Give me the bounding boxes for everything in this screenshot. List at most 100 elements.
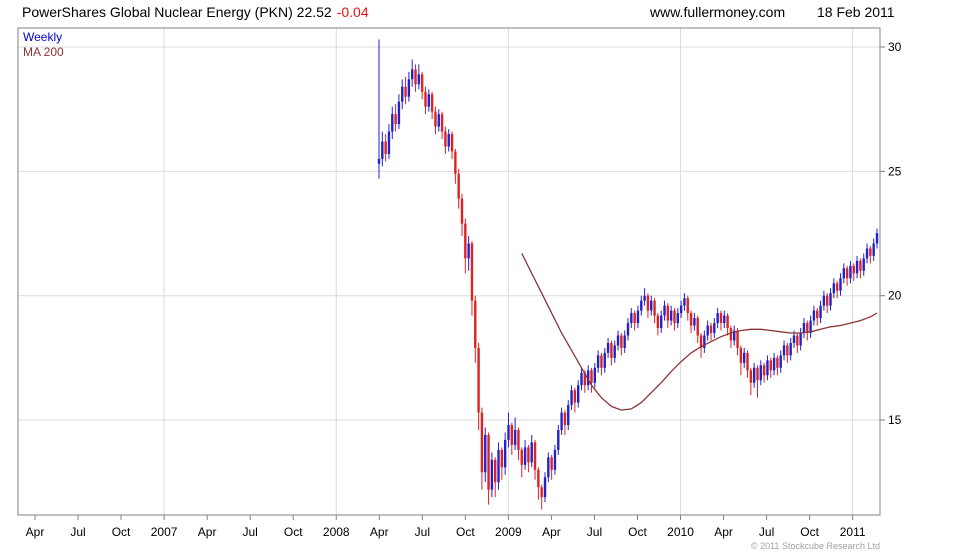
candle-body bbox=[527, 447, 530, 463]
ma-line bbox=[521, 253, 878, 411]
candle-body bbox=[610, 342, 613, 358]
candle-body bbox=[855, 260, 859, 274]
x-axis-label: Apr bbox=[370, 525, 389, 539]
candle-body bbox=[689, 313, 693, 326]
candle-body bbox=[643, 295, 646, 301]
candle-body bbox=[752, 367, 756, 383]
x-axis-label: Apr bbox=[198, 525, 217, 539]
candle-body bbox=[869, 248, 872, 256]
x-axis-label: 2008 bbox=[323, 525, 350, 539]
candle-body bbox=[490, 459, 494, 490]
candle-body bbox=[699, 335, 703, 348]
candle-body bbox=[460, 198, 464, 224]
instrument-title: PowerShares Global Nuclear Energy (PKN) … bbox=[22, 4, 369, 20]
candle-body bbox=[762, 365, 766, 376]
candle-body bbox=[746, 352, 749, 371]
x-axis-label: 2009 bbox=[495, 525, 522, 539]
candle-body bbox=[630, 313, 633, 324]
candle-body bbox=[507, 425, 510, 440]
candle-body bbox=[404, 86, 407, 97]
candle-body bbox=[806, 323, 809, 334]
candle-body bbox=[626, 323, 630, 336]
candle-body bbox=[543, 477, 547, 498]
candle-body bbox=[411, 69, 414, 80]
candle-body bbox=[865, 248, 869, 259]
candle-body bbox=[633, 313, 636, 324]
candle-body bbox=[842, 268, 845, 279]
candle-body bbox=[859, 260, 862, 271]
candle-body bbox=[434, 111, 437, 127]
candle-body bbox=[523, 447, 527, 465]
candle-body bbox=[792, 335, 796, 343]
candle-body bbox=[580, 372, 583, 386]
candle-body bbox=[766, 360, 769, 376]
candle-body bbox=[454, 151, 457, 174]
candle-body bbox=[653, 300, 656, 316]
candle-body bbox=[739, 347, 743, 363]
x-axis-label: Apr bbox=[26, 525, 45, 539]
price-change: -0.04 bbox=[336, 4, 369, 20]
candle-body bbox=[477, 347, 480, 413]
candle-body bbox=[816, 310, 819, 319]
candle-body bbox=[719, 313, 723, 324]
candle-body bbox=[733, 330, 736, 341]
x-axis-label: Oct bbox=[112, 525, 131, 539]
candle-body bbox=[437, 114, 440, 127]
candle-body bbox=[377, 158, 381, 164]
candle-body bbox=[537, 469, 540, 488]
candle-body bbox=[693, 318, 696, 326]
candle-body bbox=[663, 305, 666, 316]
candle-body bbox=[497, 449, 500, 483]
candle-body bbox=[500, 449, 504, 468]
candle-body bbox=[430, 94, 434, 112]
candle-body bbox=[480, 412, 484, 473]
candle-body bbox=[636, 310, 640, 324]
plot-border bbox=[17, 27, 881, 516]
candle-body bbox=[450, 134, 454, 152]
candle-body bbox=[729, 328, 733, 341]
candle-body bbox=[583, 372, 587, 386]
candle-body bbox=[474, 300, 477, 348]
candle-body bbox=[603, 352, 606, 368]
x-axis-label: 2007 bbox=[151, 525, 178, 539]
candle-body bbox=[420, 74, 424, 92]
candle-body bbox=[709, 325, 713, 334]
candle-body bbox=[686, 298, 689, 314]
candle-body bbox=[713, 323, 716, 334]
candle-body bbox=[706, 325, 709, 336]
candle-body bbox=[487, 434, 490, 490]
x-axis-label: Jul bbox=[587, 525, 602, 539]
y-axis-label: 20 bbox=[888, 289, 902, 303]
candle-body bbox=[809, 320, 812, 334]
candle-body bbox=[726, 315, 729, 329]
candle-body bbox=[444, 131, 447, 147]
candle-body bbox=[440, 114, 444, 132]
instrument-name-and-price: PowerShares Global Nuclear Energy (PKN) … bbox=[22, 4, 332, 20]
candle-body bbox=[819, 305, 822, 319]
candle-body bbox=[703, 335, 706, 348]
candle-body bbox=[676, 313, 679, 324]
candle-body bbox=[590, 370, 593, 383]
candle-body bbox=[557, 429, 560, 450]
x-axis-label: Jul bbox=[415, 525, 430, 539]
website-link[interactable]: www.fullermoney.com bbox=[650, 4, 786, 20]
candle-body bbox=[835, 283, 839, 291]
candle-body bbox=[563, 412, 567, 426]
candle-body bbox=[779, 355, 782, 368]
candle-body bbox=[510, 425, 513, 445]
y-axis-label: 15 bbox=[888, 413, 902, 427]
candle-body bbox=[716, 313, 719, 324]
candle-body bbox=[822, 295, 826, 306]
candle-body bbox=[845, 268, 849, 279]
candle-body bbox=[769, 360, 772, 371]
candle-body bbox=[640, 300, 643, 311]
candle-body bbox=[743, 352, 746, 363]
candle-body bbox=[696, 318, 699, 336]
legend-weekly: Weekly bbox=[23, 30, 63, 44]
candle-body bbox=[616, 335, 620, 346]
candle-body bbox=[679, 305, 683, 314]
x-axis-label: Oct bbox=[284, 525, 303, 539]
candle-body bbox=[586, 370, 590, 386]
candle-body bbox=[759, 365, 762, 381]
candle-body bbox=[533, 442, 537, 470]
